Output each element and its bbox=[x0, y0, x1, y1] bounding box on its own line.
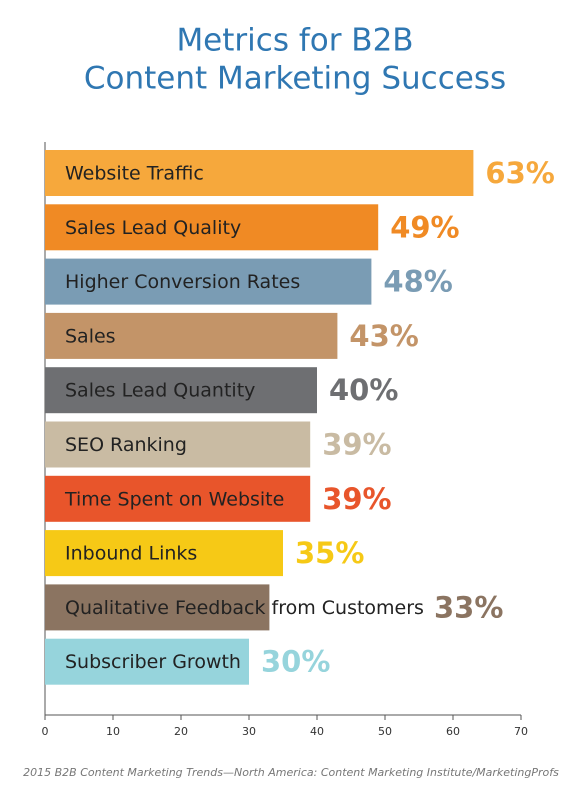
category-label: Time Spent on Website bbox=[64, 488, 284, 510]
bar bbox=[45, 475, 311, 522]
x-tick-label: 30 bbox=[242, 725, 256, 738]
value-label: 33% bbox=[434, 590, 503, 624]
bar bbox=[45, 367, 317, 414]
category-label: Inbound Links bbox=[65, 543, 197, 565]
category-label: Higher Conversion Rates bbox=[65, 271, 300, 293]
value-label: 30% bbox=[261, 645, 330, 679]
bar bbox=[45, 258, 372, 305]
category-label: Website Traffic bbox=[65, 163, 204, 185]
chart-title: Metrics for B2B bbox=[176, 23, 413, 59]
x-tick-label: 40 bbox=[310, 725, 324, 738]
bar bbox=[45, 530, 283, 577]
bar bbox=[45, 584, 270, 631]
category-label: Sales bbox=[65, 325, 116, 347]
bar bbox=[45, 638, 249, 685]
value-label: 48% bbox=[383, 265, 452, 299]
x-tick-label: 60 bbox=[446, 725, 460, 738]
value-label: 63% bbox=[485, 156, 554, 190]
x-tick-label: 20 bbox=[174, 725, 188, 738]
bar bbox=[45, 150, 474, 196]
value-label: 49% bbox=[390, 210, 459, 244]
value-label: 40% bbox=[329, 373, 398, 407]
category-label: Sales Lead Quantity bbox=[65, 380, 255, 402]
value-label: 39% bbox=[322, 428, 391, 462]
x-tick-label: 10 bbox=[106, 725, 120, 738]
x-tick-label: 0 bbox=[42, 725, 49, 738]
category-label: Qualitative Feedback from Customers bbox=[65, 597, 424, 619]
category-label: Subscriber Growth bbox=[65, 651, 241, 673]
value-label: 39% bbox=[322, 482, 391, 516]
source-note: 2015 B2B Content Marketing Trends—North … bbox=[23, 766, 559, 779]
category-label: SEO Ranking bbox=[65, 434, 187, 456]
chart-title: Content Marketing Success bbox=[84, 61, 506, 97]
bar bbox=[45, 421, 311, 468]
category-label: Sales Lead Quality bbox=[65, 217, 241, 239]
value-label: 43% bbox=[349, 319, 418, 353]
x-tick-label: 50 bbox=[378, 725, 392, 738]
value-label: 35% bbox=[295, 536, 364, 570]
x-tick-label: 70 bbox=[514, 725, 528, 738]
bar bbox=[45, 312, 338, 359]
bar bbox=[45, 204, 379, 251]
